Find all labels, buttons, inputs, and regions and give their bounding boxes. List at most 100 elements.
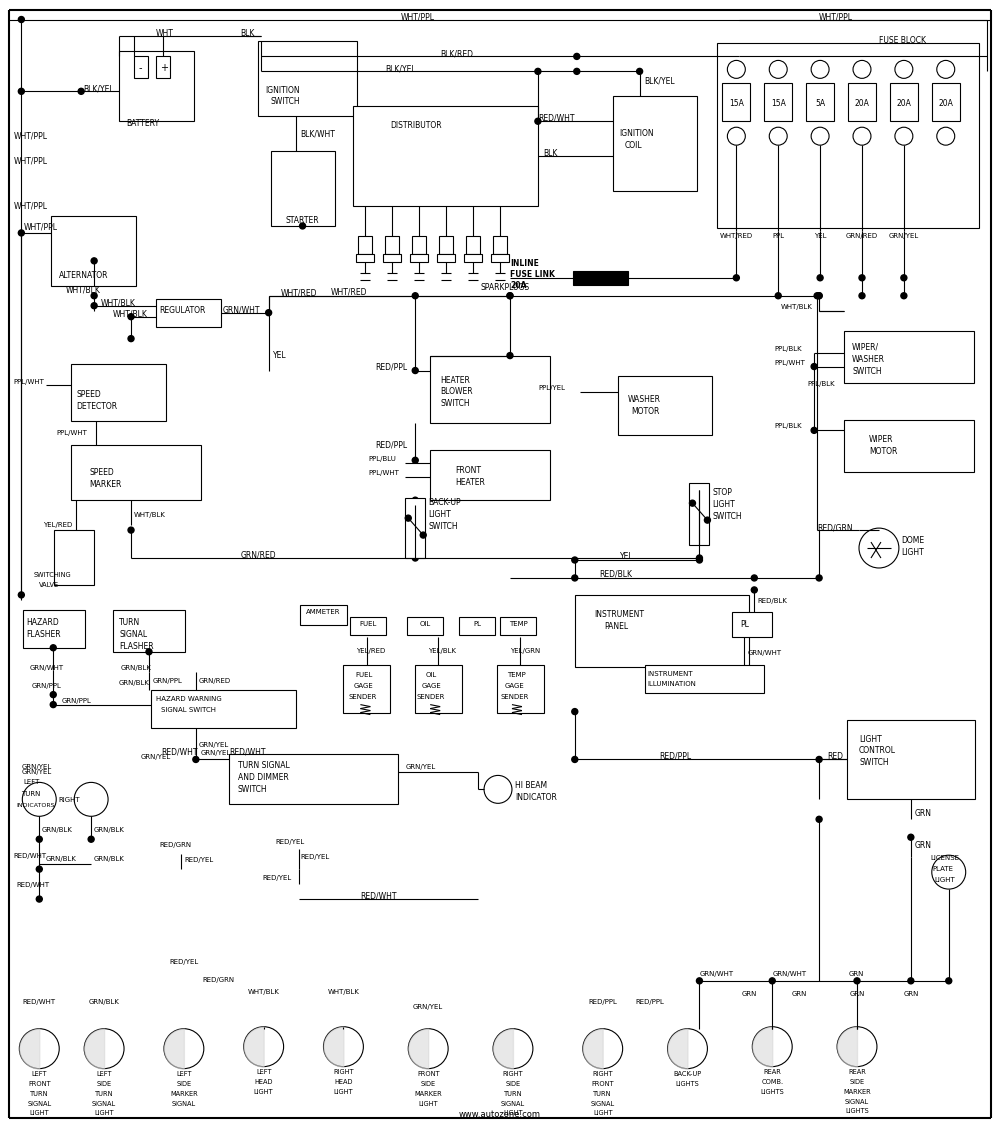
Circle shape	[128, 313, 134, 320]
Text: RED/GRN: RED/GRN	[817, 523, 853, 532]
Text: GRN/WHT: GRN/WHT	[29, 665, 63, 671]
Text: LEFT: LEFT	[23, 780, 40, 786]
Bar	[439, 236, 453, 254]
Bar	[151, 690, 296, 728]
Circle shape	[405, 515, 411, 521]
Text: BLK: BLK	[241, 29, 255, 38]
Text: BLK/YEL: BLK/YEL	[645, 77, 675, 86]
Circle shape	[769, 978, 775, 984]
Text: FRONT: FRONT	[28, 1081, 51, 1086]
Bar	[156, 56, 170, 79]
Bar	[645, 665, 764, 693]
Text: WHT/PPL: WHT/PPL	[23, 223, 57, 232]
Circle shape	[146, 649, 152, 655]
Text: RIGHT: RIGHT	[333, 1068, 354, 1074]
Text: HEAD: HEAD	[254, 1079, 273, 1084]
Text: WHT/PPL: WHT/PPL	[13, 201, 47, 210]
Text: INDICATORS: INDICATORS	[16, 804, 55, 808]
Text: PPL: PPL	[772, 233, 784, 239]
Text: CONTROL: CONTROL	[859, 746, 896, 755]
Circle shape	[853, 127, 871, 145]
Text: HEATER: HEATER	[455, 478, 485, 487]
Text: FUSE LINK: FUSE LINK	[510, 269, 555, 278]
Circle shape	[535, 118, 541, 124]
Text: GRN/WHT: GRN/WHT	[747, 650, 781, 656]
Circle shape	[814, 293, 820, 299]
Circle shape	[19, 1029, 59, 1068]
Bar	[258, 42, 357, 116]
Text: SWITCHING: SWITCHING	[33, 573, 71, 578]
Text: GRN/YEL: GRN/YEL	[201, 751, 231, 756]
Circle shape	[572, 575, 578, 580]
Text: GRN/RED: GRN/RED	[199, 677, 231, 684]
Circle shape	[412, 293, 418, 299]
Text: FLASHER: FLASHER	[26, 630, 61, 639]
Text: RED/PPL: RED/PPL	[588, 999, 617, 1005]
Text: TEMP: TEMP	[507, 672, 526, 677]
Text: RED/YEL: RED/YEL	[263, 876, 292, 881]
Text: ALTERNATOR: ALTERNATOR	[59, 270, 109, 279]
Text: SWITCH: SWITCH	[859, 758, 889, 767]
Text: OIL: OIL	[420, 621, 431, 627]
Text: GRN: GRN	[903, 991, 919, 996]
Circle shape	[908, 834, 914, 841]
Circle shape	[901, 293, 907, 299]
Text: RED/PPL: RED/PPL	[375, 441, 407, 450]
Circle shape	[704, 517, 710, 523]
Text: WASHER: WASHER	[628, 396, 661, 405]
Text: BLK: BLK	[543, 149, 557, 158]
Text: GRN/BLK: GRN/BLK	[93, 857, 124, 862]
Circle shape	[775, 293, 781, 299]
Text: PPL/WHT: PPL/WHT	[774, 360, 805, 365]
Text: VALVE: VALVE	[39, 582, 59, 588]
Bar	[844, 420, 974, 472]
Circle shape	[937, 61, 955, 79]
Circle shape	[901, 275, 907, 281]
Text: PANEL: PANEL	[605, 622, 629, 631]
Circle shape	[816, 756, 822, 763]
Circle shape	[300, 223, 306, 229]
Text: 20A: 20A	[510, 281, 526, 290]
Text: SIDE: SIDE	[849, 1079, 865, 1084]
Text: GRN/YEL: GRN/YEL	[199, 742, 229, 747]
Bar	[573, 270, 628, 285]
Circle shape	[859, 275, 865, 281]
Text: GRN/YEL: GRN/YEL	[21, 764, 52, 771]
Circle shape	[412, 458, 418, 463]
Bar	[113, 610, 185, 651]
Circle shape	[727, 127, 745, 145]
Text: RIGHT: RIGHT	[503, 1071, 523, 1076]
Text: GRN/BLK: GRN/BLK	[93, 827, 124, 833]
Text: LIGHT: LIGHT	[901, 548, 924, 557]
Text: PPL/WHT: PPL/WHT	[13, 379, 44, 384]
Circle shape	[816, 575, 822, 580]
Circle shape	[164, 1029, 204, 1068]
Circle shape	[752, 1027, 792, 1066]
Bar	[491, 254, 509, 261]
Text: GRN/YEL: GRN/YEL	[405, 764, 436, 771]
Circle shape	[932, 855, 966, 889]
Text: RED/PPL: RED/PPL	[375, 363, 407, 372]
Text: YEL: YEL	[273, 350, 286, 360]
Text: REAR: REAR	[763, 1068, 781, 1074]
Text: WHT: WHT	[156, 29, 174, 38]
Text: SWITCH: SWITCH	[238, 786, 267, 795]
Bar	[722, 83, 750, 122]
Text: PPL/WHT: PPL/WHT	[368, 470, 399, 477]
Text: RED: RED	[827, 753, 843, 762]
Text: RED/WHT: RED/WHT	[23, 999, 56, 1005]
Text: SIGNAL: SIGNAL	[172, 1100, 196, 1107]
Bar	[353, 106, 538, 206]
Text: YEL/RED: YEL/RED	[356, 648, 386, 654]
Text: SWITCH: SWITCH	[428, 522, 458, 531]
Text: www.autozone.com: www.autozone.com	[459, 1110, 541, 1119]
Text: SPEED: SPEED	[89, 468, 114, 477]
Text: REAR: REAR	[848, 1068, 866, 1074]
Text: GRN/PPL: GRN/PPL	[61, 698, 91, 703]
Circle shape	[412, 497, 418, 503]
Text: TEMP: TEMP	[509, 621, 527, 627]
Circle shape	[493, 1029, 533, 1068]
Text: SWITCH: SWITCH	[712, 512, 742, 521]
Text: LIGHT: LIGHT	[503, 1110, 523, 1117]
Text: RED/WHT: RED/WHT	[16, 882, 49, 888]
